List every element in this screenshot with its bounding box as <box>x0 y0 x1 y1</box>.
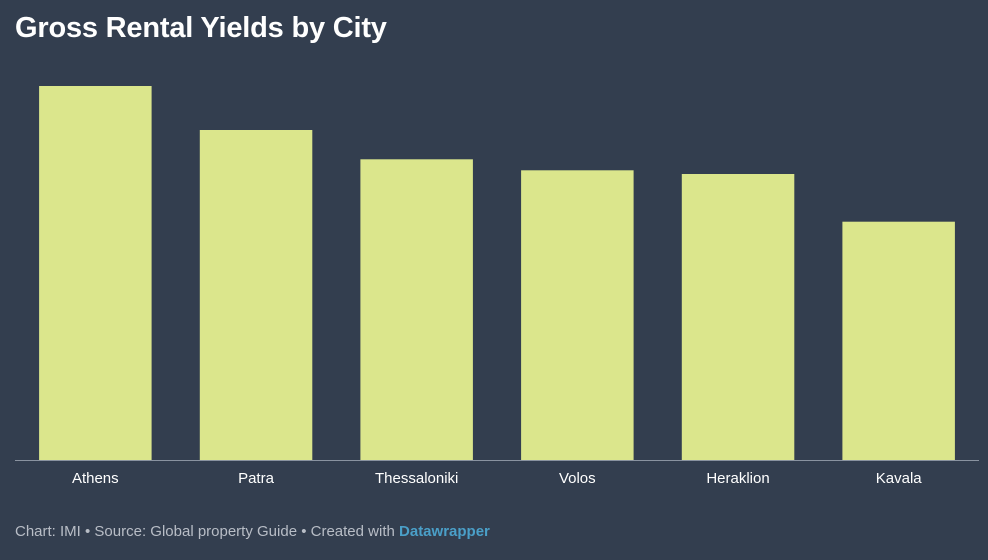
x-tick-label: Thessaloniki <box>375 470 458 487</box>
chart-title: Gross Rental Yields by City <box>15 12 387 44</box>
x-tick-label: Kavala <box>876 470 923 487</box>
chart-footer: Chart: IMI • Source: Global property Gui… <box>15 523 490 540</box>
x-tick-label: Heraklion <box>706 470 769 487</box>
x-tick-label: Volos <box>559 470 596 487</box>
bar-kavala <box>842 221 955 460</box>
x-tick-label: Athens <box>72 470 119 487</box>
bar-thessaloniki <box>360 159 473 461</box>
bar-chart: Athens Patra Thessaloniki Volos Heraklion Kav… <box>15 86 979 487</box>
x-tick-label: Patra <box>238 470 275 487</box>
bar-athens <box>39 86 152 460</box>
datawrapper-link[interactable]: Datawrapper <box>399 523 490 540</box>
bar-volos <box>521 170 634 461</box>
bar-heraklion <box>681 174 795 460</box>
footer-credits: Chart: IMI • Source: Global property Gui… <box>15 523 400 540</box>
bar-patra <box>199 130 313 460</box>
